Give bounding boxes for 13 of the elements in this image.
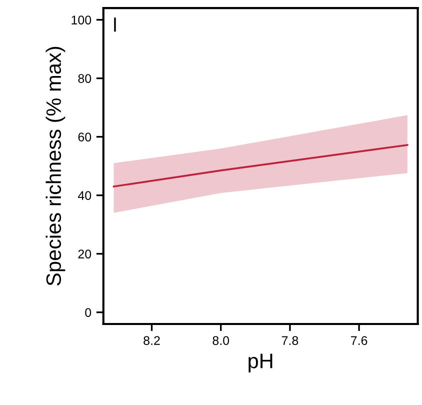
annotation: l — [114, 18, 116, 32]
y-tick-label: 60 — [78, 132, 92, 142]
y-tick-label: 20 — [78, 250, 92, 258]
x-tick-label: 7.8 — [282, 336, 298, 345]
y-tick-label: 0 — [85, 308, 92, 317]
y-tick-label: 80 — [78, 74, 92, 83]
y-tick-label: 40 — [78, 191, 92, 200]
y-tick-label: 100 — [72, 16, 92, 24]
x-tick-label: 8.2 — [144, 336, 160, 345]
x-tick-label: 7.6 — [351, 336, 368, 345]
x-tick-label: 8.0 — [212, 336, 230, 345]
y-axis-title: Species richness (% max) — [46, 46, 66, 286]
x-axis-title: pH — [248, 354, 272, 372]
